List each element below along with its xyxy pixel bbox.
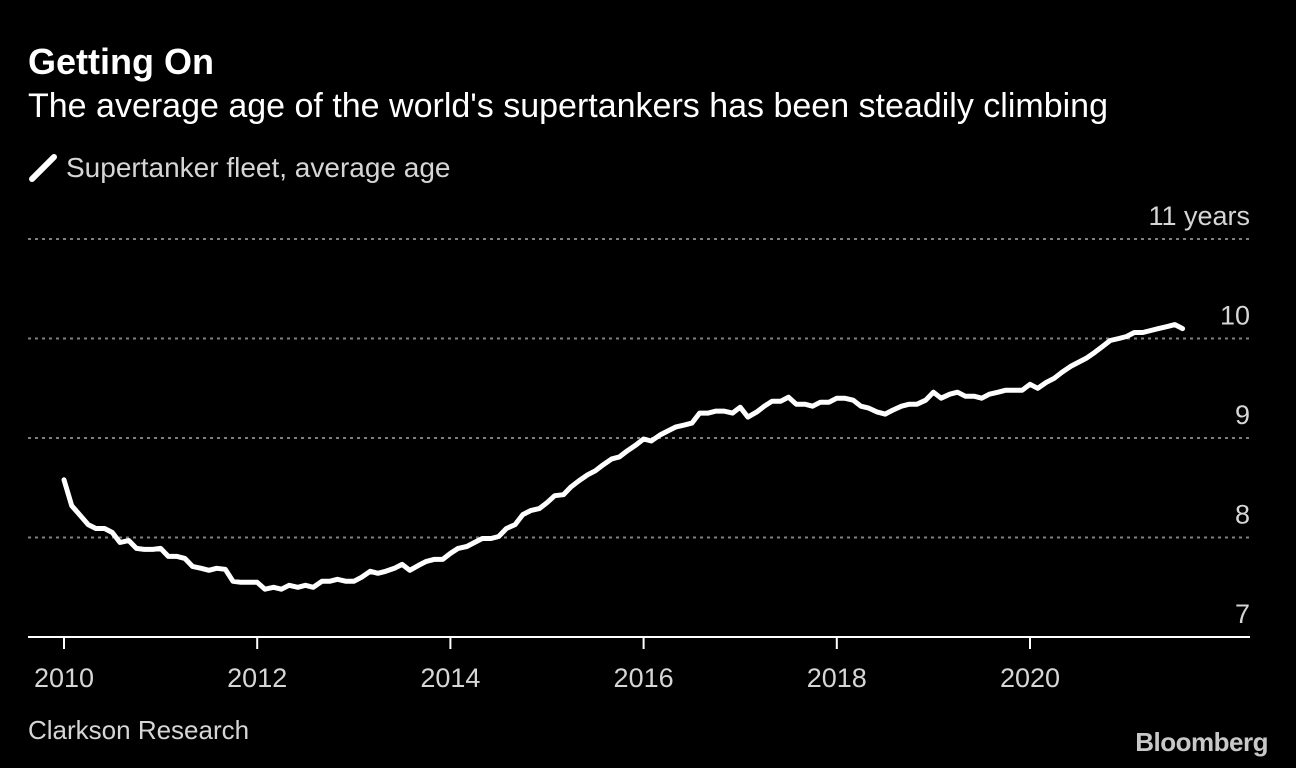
y-tick-label-7: 7 bbox=[1235, 599, 1250, 629]
x-tick-label-2010: 2010 bbox=[34, 663, 94, 693]
x-tick-label-2016: 2016 bbox=[614, 663, 674, 693]
y-tick-label-11: 11 years bbox=[1148, 201, 1250, 231]
y-tick-label-10: 10 bbox=[1220, 301, 1250, 331]
x-tick-label-2012: 2012 bbox=[227, 663, 287, 693]
chart-legend: Supertanker fleet, average age bbox=[28, 148, 450, 188]
y-tick-label-8: 8 bbox=[1235, 500, 1250, 530]
legend-line-icon bbox=[29, 154, 57, 182]
source-note: Clarkson Research bbox=[28, 715, 250, 745]
series-line-0 bbox=[61, 322, 1186, 592]
x-tick-label-2020: 2020 bbox=[1000, 663, 1060, 693]
legend-label: Supertanker fleet, average age bbox=[66, 152, 451, 183]
chart-title: Getting On bbox=[28, 41, 214, 82]
tick-labels: 7 8 9 10 11 years 2010 2012 2014 2016 2018 2020 bbox=[34, 201, 1250, 693]
x-tick-label-2014: 2014 bbox=[420, 663, 480, 693]
y-tick-label-9: 9 bbox=[1235, 400, 1250, 430]
series-layer bbox=[61, 322, 1186, 592]
x-axis bbox=[28, 636, 1250, 649]
bloomberg-logo: Bloomberg bbox=[1135, 727, 1268, 757]
gridlines bbox=[28, 238, 1250, 539]
chart-subtitle: The average age of the world's supertank… bbox=[28, 87, 1108, 125]
x-tick-label-2018: 2018 bbox=[807, 663, 867, 693]
